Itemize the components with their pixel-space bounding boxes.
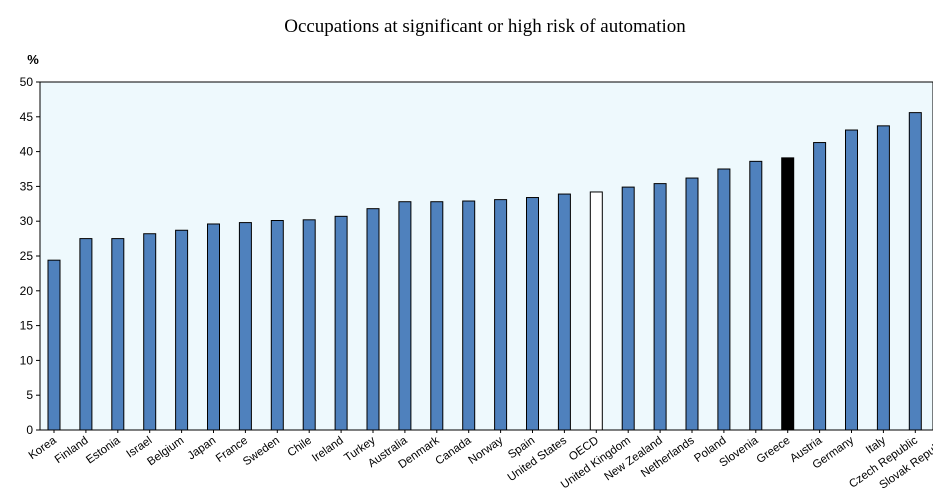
y-tick-label: 40 bbox=[20, 145, 34, 159]
y-tick-label: 0 bbox=[26, 423, 33, 437]
bar-greece bbox=[781, 157, 795, 431]
bar-korea bbox=[47, 259, 61, 431]
bar-norway bbox=[494, 199, 508, 431]
y-tick-label: 5 bbox=[26, 388, 33, 402]
bar-united-kingdom bbox=[621, 186, 635, 431]
x-tick-label: Sweden bbox=[241, 435, 282, 469]
x-tick-label: Norway bbox=[467, 434, 506, 466]
y-tick-label: 20 bbox=[20, 284, 34, 298]
plot-area bbox=[39, 81, 933, 431]
x-tick-label: Belgium bbox=[145, 435, 186, 469]
y-tick-label: 35 bbox=[20, 179, 34, 193]
y-tick-label: 10 bbox=[20, 353, 34, 367]
bar-poland bbox=[717, 168, 731, 431]
y-tick-label: 25 bbox=[20, 249, 34, 263]
bar-israel bbox=[143, 233, 157, 431]
x-tick-label: Canada bbox=[434, 434, 474, 467]
bar-canada bbox=[462, 200, 476, 431]
bar-slovenia bbox=[749, 160, 763, 431]
x-tick-label: Japan bbox=[186, 435, 219, 463]
bar-estonia bbox=[111, 238, 125, 431]
x-tick-label: Ireland bbox=[310, 435, 346, 465]
bar-japan bbox=[207, 223, 220, 431]
x-tick-label: Greece bbox=[755, 435, 793, 466]
bar-finland bbox=[79, 238, 93, 431]
x-tick-label: Italy bbox=[864, 434, 888, 456]
bar-spain bbox=[526, 197, 539, 431]
bar-italy bbox=[876, 125, 890, 431]
y-tick-label: 50 bbox=[20, 75, 34, 89]
y-tick-label: 45 bbox=[20, 110, 34, 124]
y-axis: 0 5 10 15 20 25 30 35 40 45 50 bbox=[20, 75, 40, 437]
bar-new-zealand bbox=[653, 183, 667, 431]
y-tick-label: 30 bbox=[20, 214, 34, 228]
bar-australia bbox=[398, 201, 412, 431]
bar-oecd bbox=[589, 191, 603, 431]
bar-turkey bbox=[366, 208, 380, 431]
chart-title: Occupations at significant or high risk … bbox=[284, 16, 686, 37]
bar-denmark bbox=[430, 201, 444, 431]
bar-czech-republic bbox=[908, 112, 922, 431]
bar-belgium bbox=[175, 229, 189, 431]
bar-sweden bbox=[270, 220, 284, 431]
bar-austria bbox=[813, 142, 827, 431]
y-axis-unit: % bbox=[27, 52, 39, 67]
bar-ireland bbox=[334, 215, 348, 431]
bar-chile bbox=[302, 219, 316, 431]
bar-france bbox=[238, 222, 252, 431]
bar-netherlands bbox=[685, 177, 699, 431]
y-tick-label: 15 bbox=[20, 319, 34, 333]
bar-germany bbox=[845, 129, 858, 431]
bar-united-states bbox=[557, 193, 571, 431]
x-tick-label: Finland bbox=[53, 435, 91, 466]
x-tick-label: Estonia bbox=[84, 434, 123, 466]
